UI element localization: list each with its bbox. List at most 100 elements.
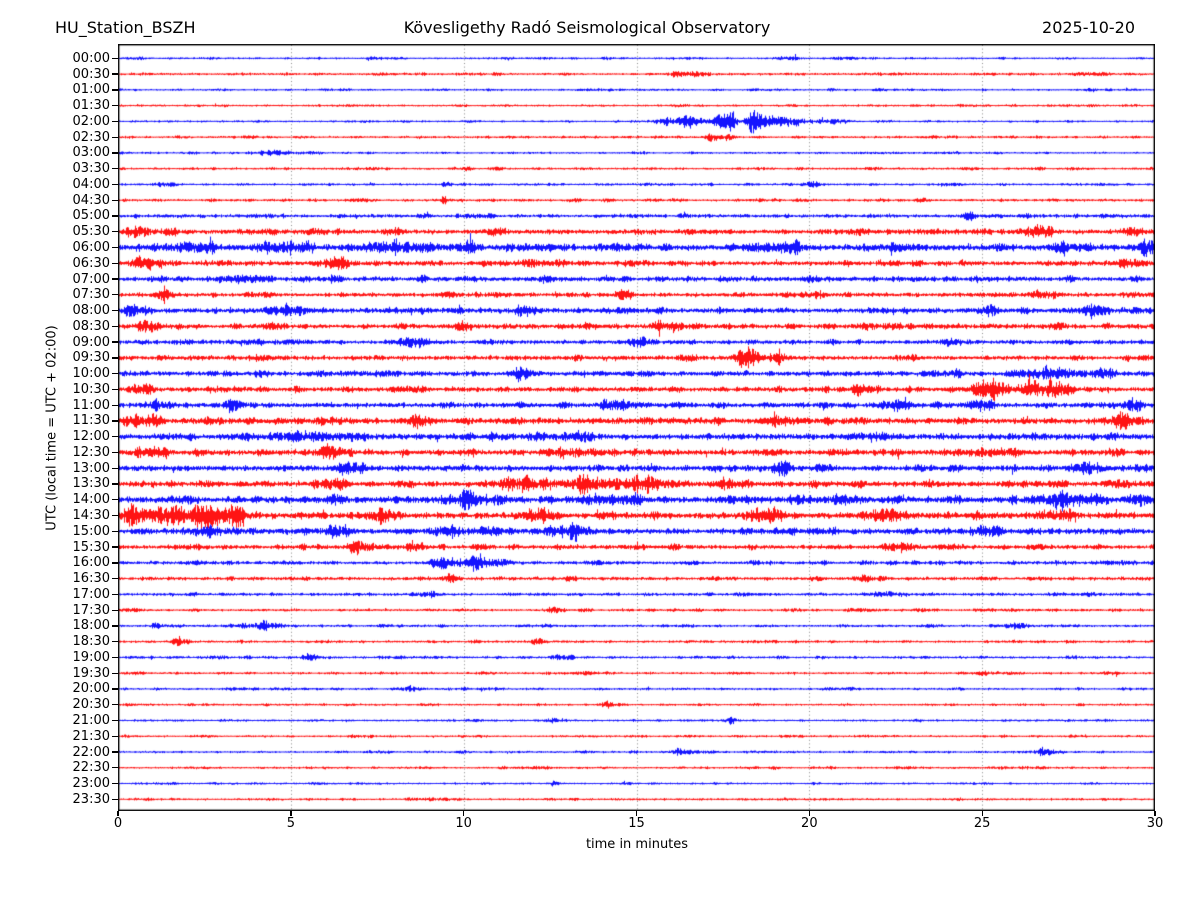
y-tick-mark	[112, 577, 118, 580]
y-tick-label: 12:30	[72, 444, 110, 460]
y-tick-label: 17:30	[72, 602, 110, 618]
y-tick-mark	[112, 325, 118, 328]
y-tick-mark	[112, 357, 118, 359]
y-tick-label: 09:30	[72, 350, 110, 366]
y-tick-label: 13:00	[72, 460, 110, 476]
y-tick-mark	[112, 57, 118, 59]
y-tick-label: 11:30	[72, 413, 110, 429]
y-tick-label: 17:00	[72, 586, 110, 602]
y-tick-label: 07:30	[72, 287, 110, 303]
y-tick-label: 10:00	[72, 366, 110, 382]
y-tick-label: 10:30	[72, 381, 110, 397]
y-tick-mark	[112, 278, 118, 280]
y-tick-mark	[112, 609, 118, 611]
observatory-title: Kövesligethy Radó Seismological Observat…	[403, 18, 771, 37]
x-tick-label: 30	[1146, 816, 1164, 831]
y-tick-label: 08:30	[72, 318, 110, 334]
y-tick-mark	[112, 215, 118, 217]
y-tick-mark	[112, 751, 118, 753]
y-tick-mark	[112, 499, 118, 501]
y-tick-mark	[112, 231, 118, 233]
y-tick-label: 18:30	[72, 634, 110, 650]
y-tick-label: 02:30	[72, 129, 110, 145]
y-tick-mark	[112, 767, 118, 769]
y-tick-label: 19:00	[72, 649, 110, 665]
y-tick-mark	[112, 120, 118, 123]
y-tick-mark	[112, 373, 118, 375]
y-tick-mark	[112, 73, 118, 75]
y-tick-label: 22:30	[72, 760, 110, 776]
y-tick-mark	[112, 451, 118, 454]
y-axis-label: UTC (local time = UTC + 02:00)	[44, 325, 60, 531]
y-tick-mark	[112, 136, 118, 138]
helicorder-canvas	[118, 44, 1155, 811]
y-tick-mark	[112, 719, 118, 722]
y-tick-label: 00:00	[72, 50, 110, 66]
y-tick-label: 04:00	[72, 176, 110, 192]
y-tick-label: 21:30	[72, 728, 110, 744]
y-tick-label: 15:00	[72, 523, 110, 539]
x-tick-mark	[290, 811, 292, 816]
y-tick-mark	[112, 341, 118, 343]
y-tick-mark	[112, 641, 118, 643]
y-tick-label: 01:30	[72, 98, 110, 114]
y-tick-label: 05:00	[72, 208, 110, 224]
y-tick-label: 22:00	[72, 744, 110, 760]
station-title: HU_Station_BSZH	[55, 18, 196, 37]
y-tick-mark	[112, 798, 118, 800]
x-tick-mark	[981, 811, 983, 816]
date-label: 2025-10-20	[1042, 18, 1135, 37]
y-tick-mark	[112, 593, 118, 596]
y-tick-label: 02:00	[72, 113, 110, 129]
y-tick-label: 11:00	[72, 397, 110, 413]
y-tick-label: 16:00	[72, 555, 110, 571]
y-tick-mark	[112, 152, 118, 154]
y-tick-label: 07:00	[72, 271, 110, 287]
y-tick-mark	[112, 294, 118, 296]
y-tick-mark	[112, 246, 118, 249]
y-tick-mark	[112, 262, 118, 264]
y-tick-mark	[112, 436, 118, 438]
y-tick-label: 15:30	[72, 539, 110, 555]
x-tick-label: 25	[973, 816, 991, 831]
y-tick-mark	[112, 530, 118, 532]
x-tick-mark	[117, 811, 119, 816]
y-tick-mark	[112, 514, 118, 517]
y-tick-label: 23:00	[72, 776, 110, 792]
y-tick-mark	[112, 168, 118, 170]
x-tick-mark	[463, 811, 465, 816]
x-tick-label: 10	[455, 816, 472, 831]
y-tick-mark	[112, 467, 118, 469]
y-tick-label: 14:00	[72, 492, 110, 508]
y-tick-label: 16:30	[72, 571, 110, 587]
y-tick-mark	[112, 688, 118, 690]
y-tick-mark	[112, 89, 118, 91]
y-tick-label: 01:00	[72, 82, 110, 98]
y-tick-label: 08:00	[72, 303, 110, 319]
y-tick-mark	[112, 672, 118, 674]
x-tick-label: 15	[628, 816, 645, 831]
x-tick-label: 20	[801, 816, 818, 831]
y-tick-mark	[112, 420, 118, 422]
x-tick-label: 0	[113, 816, 123, 831]
y-tick-label: 19:30	[72, 665, 110, 681]
y-tick-label: 03:00	[72, 145, 110, 161]
y-tick-label: 04:30	[72, 192, 110, 208]
y-tick-mark	[112, 309, 118, 312]
y-tick-mark	[112, 483, 118, 485]
y-tick-label: 05:30	[72, 224, 110, 240]
y-tick-mark	[112, 656, 118, 659]
x-tick-mark	[808, 811, 811, 816]
y-tick-mark	[112, 404, 118, 406]
y-tick-mark	[112, 183, 118, 186]
y-tick-label: 14:30	[72, 508, 110, 523]
x-tick-mark	[1154, 811, 1156, 816]
x-tick-mark	[635, 811, 638, 816]
x-tick-label: 5	[286, 816, 295, 831]
y-tick-mark	[112, 562, 118, 564]
y-tick-label: 12:00	[72, 429, 110, 445]
y-tick-label: 06:00	[72, 239, 110, 255]
y-tick-mark	[112, 104, 118, 107]
y-tick-mark	[112, 704, 118, 706]
y-tick-mark	[112, 625, 118, 627]
